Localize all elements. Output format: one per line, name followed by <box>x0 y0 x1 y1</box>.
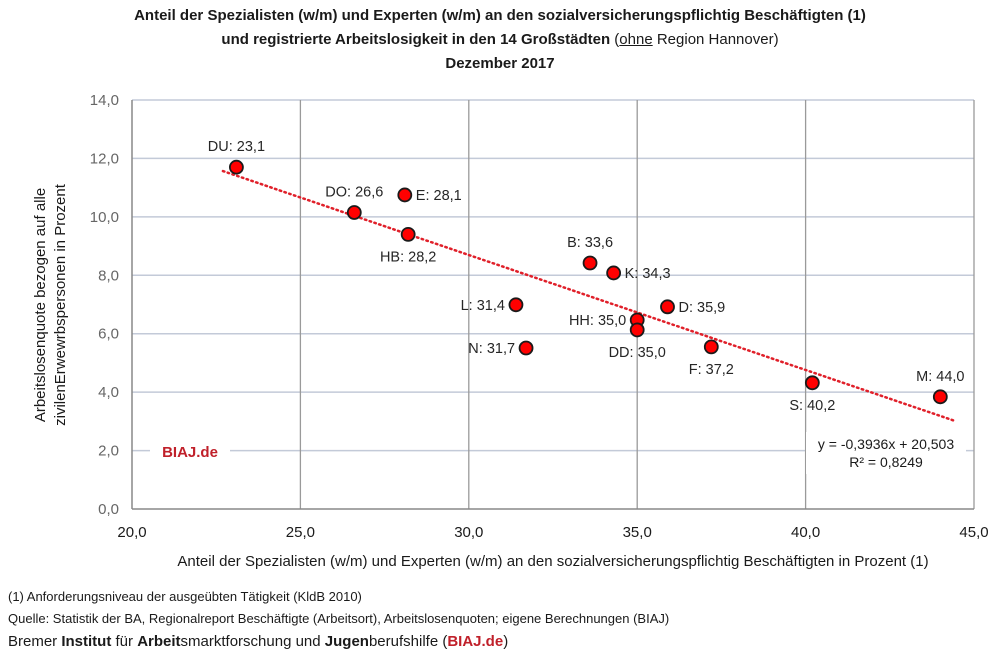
data-label: E: 28,1 <box>416 188 462 204</box>
data-point <box>932 389 948 405</box>
data-label: HB: 28,2 <box>380 249 436 265</box>
credit-text-part: ) <box>503 633 509 650</box>
data-label: K: 34,3 <box>625 266 671 282</box>
data-points <box>229 159 948 405</box>
data-label: S: 40,2 <box>789 398 835 414</box>
watermark-bg <box>150 440 230 462</box>
x-tick-label: 35,0 <box>623 524 652 541</box>
y-tick-label: 2,0 <box>98 443 119 460</box>
credit-text-part: für <box>111 633 138 650</box>
x-tick-label: 25,0 <box>286 524 315 541</box>
x-tick-label: 45,0 <box>959 524 988 541</box>
y-tick-label: 6,0 <box>98 326 119 343</box>
data-point <box>606 265 622 281</box>
data-label: L: 31,4 <box>461 298 505 314</box>
trendline <box>221 169 956 422</box>
y-tick-label: 10,0 <box>90 209 119 226</box>
data-label: DO: 26,6 <box>325 184 383 200</box>
y-tick-labels: 0,0 2,0 4,0 6,0 8,0 10,0 12,0 14,0 <box>90 92 119 518</box>
credit-bold-part: Arbeit <box>137 633 181 650</box>
title-line2-rest: Region Hannover) <box>652 31 779 48</box>
x-tick-label: 20,0 <box>117 524 146 541</box>
data-labels: DU: 23,1 DO: 26,6 E: 28,1 HB: 28,2 B: 33,6 K:… <box>208 139 965 414</box>
y-axis-label-line2: zivilenErwewrbspersonen in Prozent <box>52 183 69 426</box>
credit-text-part: smarktforschung und <box>180 633 325 650</box>
chart-title-line3: Dezember 2017 <box>445 55 555 72</box>
data-point <box>508 297 524 313</box>
credit-brand-link: BIAJ.de <box>447 633 504 650</box>
equation-bg <box>806 432 966 474</box>
trendline-equation: y = -0,3936x + 20,503 <box>818 436 954 452</box>
data-point <box>660 299 675 315</box>
chart-title-line2: und registrierte Arbeitslosigkeit in den… <box>0 29 1000 51</box>
footnote: (1) Anforderungsniveau der ausgeübten Tä… <box>8 589 362 604</box>
x-axis-label: Anteil der Spezialisten (w/m) und Expert… <box>177 553 928 570</box>
x-tick-labels: 20,0 25,0 30,0 35,0 40,0 45,0 <box>117 524 988 541</box>
y-tick-label: 14,0 <box>90 92 119 109</box>
data-point <box>518 340 534 356</box>
source-note: Quelle: Statistik der BA, Regionalreport… <box>8 611 670 626</box>
credit-text-part: Bremer <box>8 633 62 650</box>
axes <box>131 100 974 510</box>
credit-bold-part: Institut <box>61 633 112 650</box>
data-point <box>582 255 598 271</box>
data-point <box>229 159 244 175</box>
data-label: DU: 23,1 <box>208 139 265 155</box>
data-point <box>629 322 645 338</box>
vertical-gridlines <box>299 100 975 509</box>
data-point <box>346 205 362 220</box>
data-label: HH: 35,0 <box>569 313 626 329</box>
institute-credit: Bremer Institut für Arbeitsmarktforschun… <box>8 633 508 650</box>
data-point <box>397 187 413 203</box>
credit-bold-part: Jugen <box>324 633 369 650</box>
trendline-line <box>221 169 956 422</box>
title-line2-underlined: ohne <box>619 31 653 48</box>
y-tick-label: 4,0 <box>98 384 119 401</box>
y-axis-label-line1: Arbeitslosenquote bezogen auf alle <box>32 188 49 422</box>
data-label: B: 33,6 <box>567 235 613 251</box>
data-label: D: 35,9 <box>679 300 726 316</box>
y-tick-label: 8,0 <box>98 267 119 284</box>
annotations: BIAJ.de y = -0,3936x + 20,503 R² = 0,8249 <box>150 432 966 474</box>
y-tick-label: 12,0 <box>90 150 119 167</box>
data-point <box>703 339 719 355</box>
x-tick-label: 30,0 <box>454 524 483 541</box>
chart-title-line1: Anteil der Spezialisten (w/m) und Expert… <box>134 7 866 24</box>
data-point <box>400 226 416 242</box>
data-point <box>804 375 820 391</box>
y-tick-label: 0,0 <box>98 501 119 518</box>
data-label: F: 37,2 <box>689 362 734 378</box>
data-label: DD: 35,0 <box>609 345 666 361</box>
title-line2-paren: ( <box>614 31 620 48</box>
title-line2-bold: und registrierte Arbeitslosigkeit in den… <box>221 31 611 48</box>
horizontal-gridlines <box>132 99 974 452</box>
credit-text-part: berufshilfe ( <box>368 633 448 650</box>
watermark-text: BIAJ.de <box>162 444 218 461</box>
data-label: N: 31,7 <box>468 341 515 357</box>
x-tick-label: 40,0 <box>791 524 820 541</box>
data-label: M: 44,0 <box>916 369 964 385</box>
trendline-r2: R² = 0,8249 <box>849 454 923 470</box>
